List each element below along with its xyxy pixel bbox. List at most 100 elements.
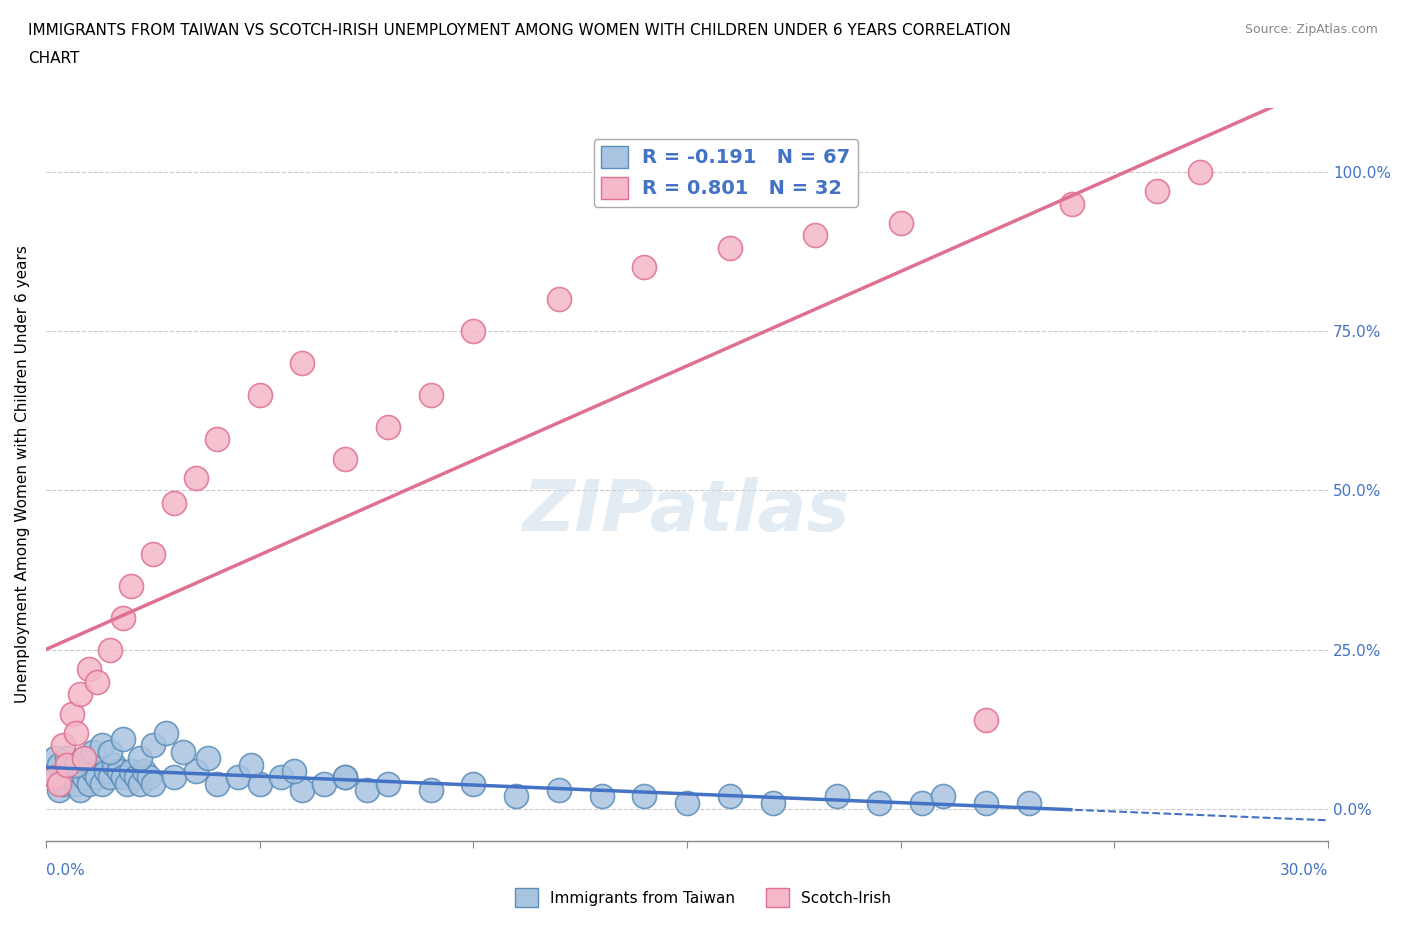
Point [419, 782, 441, 797]
Point [98, 770, 121, 785]
Point [633, 259, 655, 274]
Point [419, 388, 441, 403]
Point [65, 725, 87, 740]
Point [1188, 165, 1211, 179]
Point [463, 324, 485, 339]
Text: CHART: CHART [28, 51, 80, 66]
Point [103, 757, 125, 772]
Point [249, 777, 271, 791]
Point [142, 738, 165, 753]
Point [184, 764, 207, 778]
Point [90, 777, 112, 791]
Point [120, 764, 142, 778]
Point [761, 795, 783, 810]
Point [86, 770, 108, 785]
Point [911, 795, 934, 810]
Point [825, 789, 848, 804]
Point [505, 789, 527, 804]
Point [633, 789, 655, 804]
Point [60, 706, 83, 721]
Point [718, 241, 741, 256]
Point [90, 738, 112, 753]
Point [56, 764, 79, 778]
Point [676, 795, 699, 810]
Point [184, 471, 207, 485]
Text: Source: ZipAtlas.com: Source: ZipAtlas.com [1244, 23, 1378, 36]
Point [547, 292, 569, 307]
Point [974, 712, 997, 727]
Point [120, 578, 142, 593]
Point [69, 782, 91, 797]
Point [377, 777, 399, 791]
Point [172, 744, 194, 759]
Point [48, 757, 70, 772]
Point [73, 770, 96, 785]
Point [932, 789, 955, 804]
Legend: R = -0.191   N = 67, R = 0.801   N = 32: R = -0.191 N = 67, R = 0.801 N = 32 [593, 139, 858, 206]
Point [48, 782, 70, 797]
Text: IMMIGRANTS FROM TAIWAN VS SCOTCH-IRISH UNEMPLOYMENT AMONG WOMEN WITH CHILDREN UN: IMMIGRANTS FROM TAIWAN VS SCOTCH-IRISH U… [28, 23, 1011, 38]
Point [69, 687, 91, 702]
Point [205, 432, 228, 447]
Point [73, 751, 96, 765]
Point [129, 777, 152, 791]
Point [197, 751, 219, 765]
Point [86, 674, 108, 689]
Point [60, 770, 83, 785]
Point [44, 770, 66, 785]
Point [163, 770, 186, 785]
Text: 0.0%: 0.0% [46, 863, 84, 878]
Point [129, 751, 152, 765]
Point [240, 757, 263, 772]
Point [82, 764, 104, 778]
Point [94, 764, 117, 778]
Point [547, 782, 569, 797]
Point [377, 419, 399, 434]
Point [142, 777, 165, 791]
Point [98, 643, 121, 658]
Point [82, 744, 104, 759]
Text: 30.0%: 30.0% [1279, 863, 1329, 878]
Point [56, 757, 79, 772]
Point [125, 770, 148, 785]
Point [333, 770, 356, 785]
Point [44, 751, 66, 765]
Point [111, 732, 134, 747]
Point [226, 770, 249, 785]
Point [718, 789, 741, 804]
Point [111, 610, 134, 625]
Point [1060, 196, 1083, 211]
Point [115, 777, 138, 791]
Point [44, 770, 66, 785]
Point [155, 725, 177, 740]
Point [1146, 183, 1168, 198]
Point [270, 770, 292, 785]
Point [333, 770, 356, 785]
Point [48, 777, 70, 791]
Point [291, 355, 314, 370]
Point [77, 777, 100, 791]
Point [804, 228, 827, 243]
Point [205, 777, 228, 791]
Point [163, 496, 186, 511]
Text: ZIPatlas: ZIPatlas [523, 477, 851, 546]
Point [73, 751, 96, 765]
Point [52, 738, 75, 753]
Point [98, 744, 121, 759]
Point [142, 547, 165, 562]
Point [134, 764, 156, 778]
Point [356, 782, 378, 797]
Point [591, 789, 613, 804]
Legend: Immigrants from Taiwan, Scotch-Irish: Immigrants from Taiwan, Scotch-Irish [509, 883, 897, 913]
Point [1018, 795, 1040, 810]
Point [974, 795, 997, 810]
Point [52, 777, 75, 791]
Point [283, 764, 305, 778]
Point [291, 782, 314, 797]
Point [890, 215, 912, 230]
Y-axis label: Unemployment Among Women with Children Under 6 years: Unemployment Among Women with Children U… [15, 246, 30, 703]
Point [333, 451, 356, 466]
Point [138, 770, 160, 785]
Point [312, 777, 335, 791]
Point [107, 764, 129, 778]
